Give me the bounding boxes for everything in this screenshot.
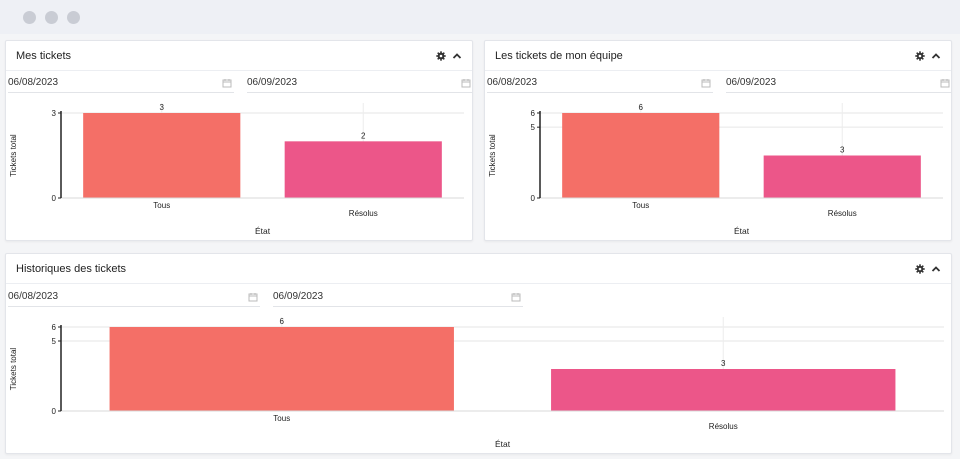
data-label: 2 — [361, 131, 366, 140]
gear-icon[interactable] — [915, 50, 925, 61]
x-axis-label: État — [734, 226, 750, 236]
x-axis-label: État — [495, 439, 511, 449]
y-tick-label: 6 — [52, 323, 57, 332]
date-from-field[interactable]: 06/08/2023 — [487, 74, 713, 93]
y-tick-label: 5 — [52, 337, 57, 346]
panel-header: Les tickets de mon équipe — [485, 41, 951, 71]
chevron-up-icon[interactable] — [931, 264, 941, 274]
bar-resolus — [763, 155, 921, 198]
calendar-icon[interactable] — [461, 77, 471, 95]
panel-team-tickets: Les tickets de mon équipe 06/08/2023 06/… — [484, 40, 952, 241]
y-axis-label: Tickets total — [9, 348, 18, 391]
date-from-value: 06/08/2023 — [8, 77, 59, 88]
panel-my-tickets: Mes tickets 06/08/2023 06/09/2023 3 Tous 2… — [5, 40, 473, 241]
gear-icon[interactable] — [436, 50, 446, 61]
gear-icon[interactable] — [915, 263, 925, 274]
bar-resolus — [284, 141, 442, 198]
date-from-field[interactable]: 06/08/2023 — [8, 288, 260, 307]
date-to-field[interactable]: 06/09/2023 — [273, 288, 523, 307]
window-close-dot[interactable] — [23, 11, 36, 24]
data-label: 3 — [721, 359, 726, 368]
y-tick-label: 0 — [52, 407, 57, 416]
date-to-value: 06/09/2023 — [247, 77, 298, 88]
y-tick-label: 0 — [531, 194, 536, 203]
panel-title: Mes tickets — [16, 49, 72, 62]
data-label: 3 — [160, 103, 165, 112]
panel-ticket-history: Historiques des tickets 06/08/2023 06/09… — [5, 253, 952, 454]
calendar-icon[interactable] — [701, 77, 711, 95]
data-label: 6 — [280, 317, 285, 326]
x-tick-label: Tous — [632, 201, 649, 210]
panel-header: Mes tickets — [6, 41, 472, 71]
chart-my-tickets: 3 Tous 2 Résolus 0 3 État Tickets total — [9, 103, 464, 236]
chart-ticket-history: 6 Tous 3 Résolus 0 5 6 État Tickets total — [9, 317, 944, 449]
x-tick-label: Résolus — [349, 209, 378, 218]
chevron-up-icon[interactable] — [452, 51, 462, 61]
y-axis-label: Tickets total — [488, 134, 497, 177]
data-label: 3 — [840, 146, 845, 155]
x-tick-label: Tous — [273, 414, 290, 423]
x-tick-label: Résolus — [828, 209, 857, 218]
panel-title: Les tickets de mon équipe — [495, 49, 623, 62]
bar-tous — [562, 113, 720, 198]
bar-tous — [83, 113, 241, 198]
calendar-icon[interactable] — [940, 77, 950, 95]
bar-tous — [109, 327, 454, 411]
date-to-field[interactable]: 06/09/2023 — [726, 74, 952, 93]
panel-title: Historiques des tickets — [16, 262, 127, 275]
window-minimize-dot[interactable] — [45, 11, 58, 24]
date-from-value: 06/08/2023 — [8, 291, 59, 302]
x-tick-label: Résolus — [709, 422, 738, 431]
chevron-up-icon[interactable] — [931, 51, 941, 61]
panel-header: Historiques des tickets — [6, 254, 951, 284]
date-from-value: 06/08/2023 — [487, 77, 538, 88]
x-tick-label: Tous — [153, 201, 170, 210]
window-chrome — [0, 0, 960, 34]
bar-resolus — [551, 369, 896, 411]
calendar-icon[interactable] — [222, 77, 232, 95]
y-axis-label: Tickets total — [9, 134, 18, 177]
x-axis-label: État — [255, 226, 271, 236]
data-label: 6 — [639, 103, 644, 112]
y-tick-label: 5 — [531, 123, 536, 132]
calendar-icon[interactable] — [248, 291, 258, 309]
chart-team-tickets: 6 Tous 3 Résolus 0 5 6 État Tickets total — [488, 103, 943, 236]
date-to-field[interactable]: 06/09/2023 — [247, 74, 473, 93]
date-from-field[interactable]: 06/08/2023 — [8, 74, 234, 93]
window-maximize-dot[interactable] — [67, 11, 80, 24]
y-tick-label: 0 — [52, 194, 57, 203]
calendar-icon[interactable] — [511, 291, 521, 309]
date-to-value: 06/09/2023 — [273, 291, 324, 302]
date-to-value: 06/09/2023 — [726, 77, 777, 88]
y-tick-label: 3 — [52, 109, 57, 118]
y-tick-label: 6 — [531, 109, 536, 118]
